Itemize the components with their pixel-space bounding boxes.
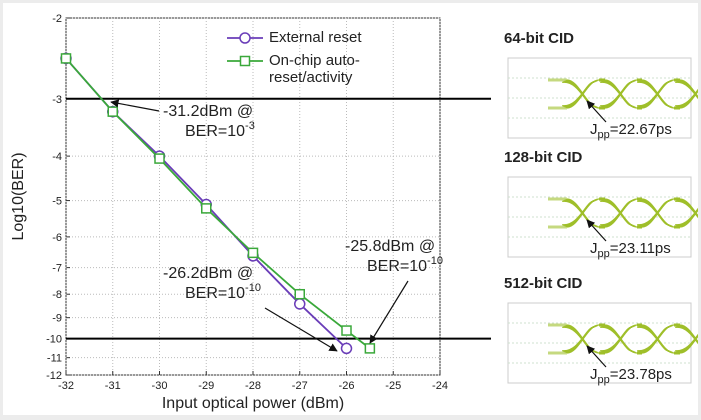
y-tick-label: -3 [52, 94, 62, 106]
point [365, 344, 374, 353]
legend-marker [241, 57, 250, 66]
annotation-text: -25.8dBm @ [345, 238, 435, 255]
y-tick-label: -4 [52, 151, 62, 163]
annotation-text: BER=10 [185, 285, 245, 302]
annotation-superscript: -10 [245, 282, 261, 294]
jitter-value: =22.67ps [610, 121, 672, 138]
annotation-text: BER=10 [367, 258, 427, 275]
point [295, 299, 305, 309]
jitter-subscript: pp [598, 248, 610, 260]
annotation-superscript: -10 [427, 255, 443, 267]
x-tick-label: -27 [292, 380, 308, 392]
point [62, 54, 71, 63]
point [342, 326, 351, 335]
jitter-label: J [590, 121, 598, 138]
eye-title: 128-bit CID [504, 149, 583, 166]
jitter-label: J [590, 240, 598, 257]
figure: -2-3-4-5-6-7-8-9-10-11-12-32-31-30-29-28… [3, 3, 698, 415]
legend-entry: On-chip auto-reset/activity [269, 52, 394, 92]
y-tick-label: -8 [52, 289, 62, 301]
jitter-subscript: pp [598, 374, 610, 386]
x-tick-label: -24 [432, 380, 448, 392]
x-tick-label: -29 [198, 380, 214, 392]
legend-label: On-chip auto-reset/activity [269, 52, 394, 86]
x-tick-label: -31 [105, 380, 121, 392]
eye-title: 512-bit CID [504, 275, 583, 292]
jitter-label: J [590, 366, 598, 383]
jitter-value: =23.11ps [610, 240, 671, 257]
x-tick-label: -26 [339, 380, 355, 392]
point [295, 290, 304, 299]
y-tick-label: -2 [52, 13, 62, 25]
point [108, 107, 117, 116]
x-axis-label: Input optical power (dBm) [162, 395, 344, 412]
point [202, 204, 211, 213]
x-tick-label: -25 [385, 380, 401, 392]
x-tick-label: -32 [58, 380, 74, 392]
annotation-text: BER=10-3 [185, 120, 255, 140]
legend-marker [240, 33, 250, 43]
jitter-value: =23.78ps [610, 366, 672, 383]
point [342, 343, 352, 353]
legend-label: External reset [269, 29, 394, 46]
eye-title: 64-bit CID [504, 30, 574, 47]
y-tick-label: -10 [46, 334, 62, 346]
annotation-text: BER=10 [185, 123, 245, 140]
y-tick-label: -5 [52, 196, 62, 208]
chart: -2-3-4-5-6-7-8-9-10-11-12-32-31-30-29-28… [3, 3, 698, 415]
y-tick-label: -11 [47, 353, 62, 365]
annotation-text: -31.2dBm @ [163, 103, 253, 120]
y-tick-label: -9 [52, 313, 62, 325]
point [155, 154, 164, 163]
x-tick-label: -28 [245, 380, 261, 392]
y-tick-label: -6 [52, 232, 62, 244]
x-tick-label: -30 [152, 380, 168, 392]
jitter-subscript: pp [598, 129, 610, 141]
y-tick-label: -7 [52, 263, 62, 275]
y-axis-label: Log10(BER) [10, 152, 27, 240]
annotation-superscript: -3 [245, 120, 255, 132]
point [249, 248, 258, 257]
annotation-text: -26.2dBm @ [163, 265, 253, 282]
